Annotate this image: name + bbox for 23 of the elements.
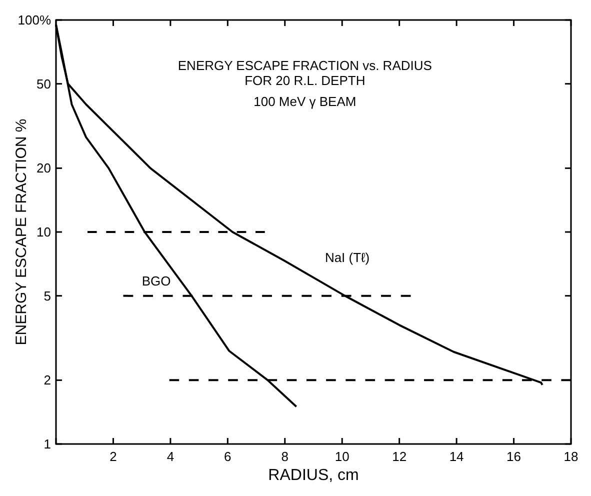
- y-tick-label: 5: [44, 288, 51, 304]
- x-tick-label: 14: [449, 449, 464, 464]
- annotation: NaI (Tℓ): [324, 250, 370, 266]
- y-tick-label: 10: [36, 224, 51, 240]
- x-tick-label: 2: [110, 449, 117, 464]
- x-tick-label: 16: [506, 449, 522, 464]
- y-axis-title: ENERGY ESCAPE FRACTION %: [13, 118, 30, 346]
- annotation: BGO: [142, 273, 171, 288]
- x-tick-label: 8: [281, 449, 289, 464]
- y-tick-label: 50: [36, 76, 51, 92]
- y-tick-label: 100%: [18, 12, 52, 28]
- x-tick-label: 18: [564, 449, 578, 464]
- annotation: 100 MeV γ BEAM: [254, 94, 356, 109]
- x-tick-label: 12: [392, 449, 407, 464]
- y-tick-label: 2: [44, 372, 51, 388]
- x-tick-label: 10: [334, 449, 350, 464]
- y-tick-label: 20: [36, 160, 51, 176]
- text: ENERGY ESCAPE FRACTION vs. RADIUS: [178, 58, 432, 73]
- x-tick-label: 4: [166, 449, 174, 464]
- x-axis-title: RADIUS, cm: [268, 467, 359, 484]
- x-tick-label: 6: [224, 449, 232, 464]
- y-tick-label: 1: [44, 436, 51, 452]
- text: FOR 20 R.L. DEPTH: [244, 73, 366, 88]
